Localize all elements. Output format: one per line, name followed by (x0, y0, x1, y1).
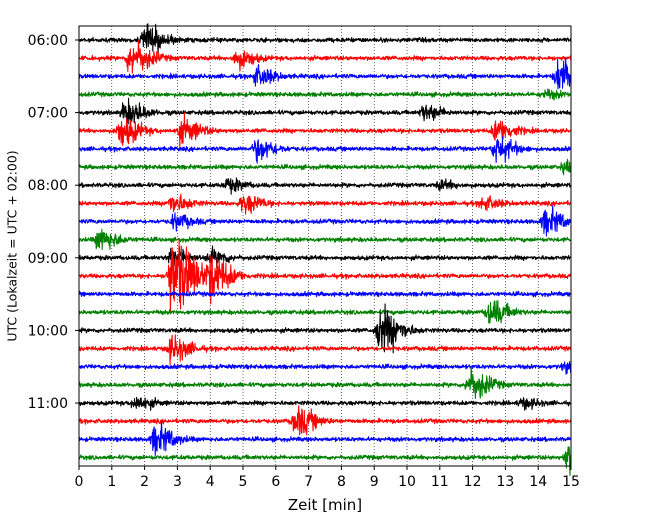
grid-lines (111, 26, 539, 466)
trace-row-0630 (78, 57, 572, 90)
x-tick-label: 1 (107, 474, 116, 490)
x-tick-label: 14 (529, 474, 547, 490)
y-tick-label: 09:00 (28, 251, 68, 267)
trace-row-0745 (78, 158, 572, 176)
x-tick-label: 11 (431, 474, 449, 490)
trace-row-0800 (78, 177, 572, 195)
x-axis-label: Zeit [min] (288, 496, 362, 514)
plot-frame (78, 25, 572, 467)
trace-row-1045 (78, 366, 572, 400)
x-tick-label: 7 (304, 474, 313, 490)
x-tick-label: 9 (370, 474, 379, 490)
y-axis: 06:00 07:00 08:00 09:00 10:00 11:00 (28, 33, 79, 412)
x-tick-label: 13 (496, 474, 514, 490)
trace-row-0600 (78, 23, 572, 54)
trace-row-1130 (78, 420, 572, 456)
trace-row-0815 (78, 193, 572, 215)
x-tick-label: 6 (271, 474, 280, 490)
trace-row-1145 (78, 446, 572, 477)
trace-row-0715 (78, 112, 572, 150)
trace-row-1030 (78, 361, 572, 375)
trace-row-1015 (78, 334, 572, 366)
x-tick-label: 12 (464, 474, 482, 490)
trace-row-0645 (78, 88, 572, 101)
y-tick-label: 08:00 (28, 178, 68, 194)
trace-row-0830 (78, 205, 572, 237)
trace-row-0900 (78, 245, 572, 270)
trace-rows (78, 23, 572, 477)
y-tick-label: 07:00 (28, 106, 68, 122)
y-tick-label: 10:00 (28, 323, 68, 339)
trace-row-1000 (78, 303, 572, 354)
trace-row-0930 (78, 290, 572, 298)
y-tick-label: 11:00 (28, 396, 68, 412)
x-tick-label: 2 (140, 474, 149, 490)
trace-row-0945 (78, 300, 572, 324)
x-tick-label: 5 (239, 474, 248, 490)
trace-row-0700 (78, 97, 572, 128)
x-tick-label: 3 (173, 474, 182, 490)
x-tick-label: 8 (337, 474, 346, 490)
trace-row-1100 (78, 396, 572, 411)
trace-row-0845 (78, 228, 572, 251)
trace-row-0730 (78, 136, 572, 164)
x-tick-label: 10 (398, 474, 416, 490)
x-axis: 0 1 2 3 4 5 6 7 8 9 10 11 12 13 14 15 (75, 466, 580, 490)
x-tick-label: 0 (75, 474, 84, 490)
y-tick-label: 06:00 (28, 33, 68, 49)
trace-row-1115 (78, 405, 572, 436)
trace-row-0915 (78, 237, 572, 314)
x-tick-label: 15 (562, 474, 580, 490)
trace-row-0615 (78, 40, 572, 74)
x-tick-label: 4 (206, 474, 215, 490)
y-axis-label: UTC (Lokalzeit = UTC + 02:00) (4, 150, 19, 341)
